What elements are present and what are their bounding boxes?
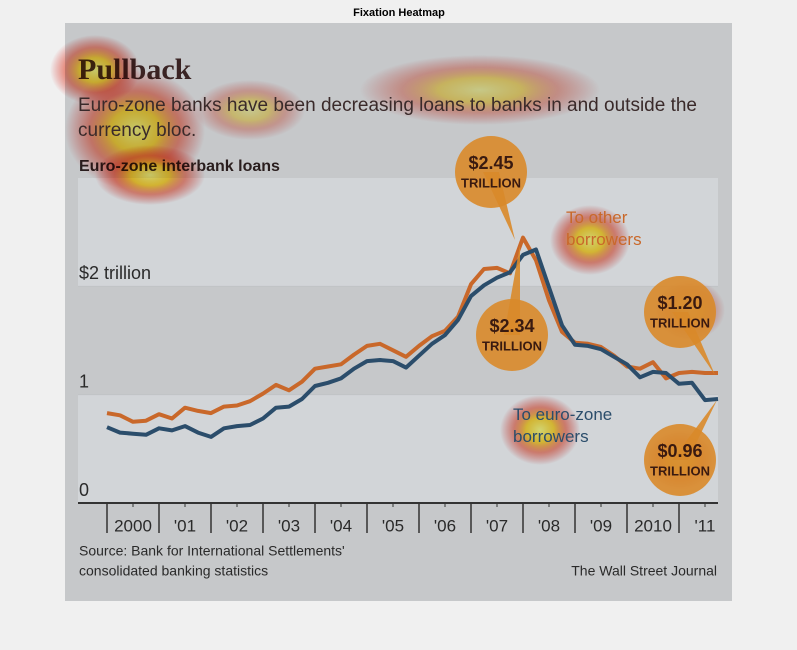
fixation-spot — [50, 35, 140, 105]
annotation-amount: $2.45 — [468, 153, 513, 173]
heatmap-title: Fixation Heatmap — [353, 7, 445, 19]
annotation-bubble — [644, 276, 716, 348]
series-line — [106, 247, 719, 439]
annotation-unit: TRILLION — [650, 315, 710, 330]
x-tick-label: '05 — [382, 516, 404, 535]
annotation-bubble — [455, 136, 527, 208]
series-label: To euro-zone borrowers — [513, 405, 613, 446]
y-tick-label: $2 trillion — [79, 263, 151, 283]
fixation-spot — [95, 145, 205, 205]
series-label: To other borrowers — [566, 208, 642, 249]
x-tick-label: 2000 — [114, 516, 152, 535]
x-tick-label: '04 — [330, 516, 352, 535]
annotation-bubble — [476, 299, 548, 371]
annotation-amount: $0.96 — [657, 441, 702, 461]
x-tick-label: '09 — [590, 516, 612, 535]
y-tick-label: 1 — [79, 371, 89, 391]
annotation-layer: $2.45 TRILLION $2.34 TRILLION $1.20 TRILLION $… — [455, 136, 717, 496]
source-line: Source: Bank for International Settlemen… — [79, 543, 345, 559]
fixation-spot — [195, 80, 305, 140]
annotation-bubble — [644, 424, 716, 496]
x-tick-label: '03 — [278, 516, 300, 535]
source-line: consolidated banking statistics — [79, 563, 268, 579]
x-tick-label: '01 — [174, 516, 196, 535]
x-tick-label: '06 — [434, 516, 456, 535]
annotation-amount: $1.20 — [657, 293, 702, 313]
chart-subtitle: Euro-zone banks have been decreasing loa… — [78, 95, 697, 141]
x-tick-label: '02 — [226, 516, 248, 535]
annotation-unit: TRILLION — [650, 463, 710, 478]
fixation-spot — [360, 55, 600, 125]
x-tick-label: '11 — [695, 516, 716, 535]
credit: The Wall Street Journal — [571, 563, 717, 579]
annotation-unit: TRILLION — [461, 175, 521, 190]
fixation-spot — [500, 395, 580, 465]
plot: 0 1 $2 trillion 2000 '01 '02 '03 '04 '05 '06 '07 '0… — [78, 178, 719, 535]
annotation-unit: TRILLION — [482, 338, 542, 353]
annotation-amount: $2.34 — [489, 316, 534, 336]
fixation-spot — [550, 205, 630, 275]
x-tick-label: '07 — [486, 516, 508, 535]
x-tick-label: 2010 — [634, 516, 672, 535]
plot-band — [78, 394, 718, 503]
y-tick-label: 0 — [79, 480, 89, 500]
x-tick-label: '08 — [538, 516, 560, 535]
